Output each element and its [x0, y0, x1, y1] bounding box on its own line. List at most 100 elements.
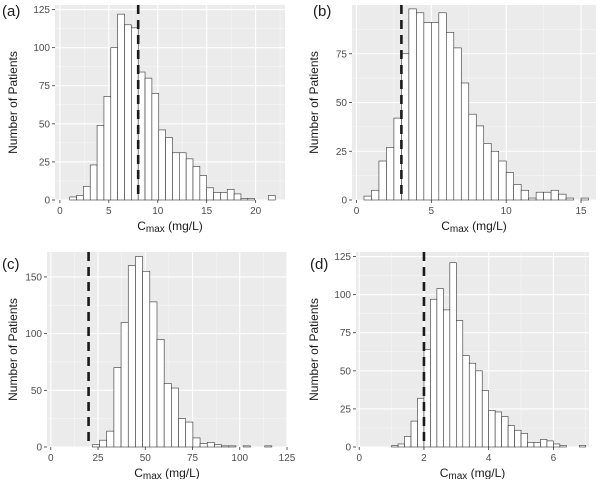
histogram-bar: [490, 150, 499, 201]
x-tick-label: 5: [429, 206, 435, 217]
panel-label-b: (b): [313, 3, 332, 20]
histogram-bar: [431, 22, 440, 201]
histogram-bar: [221, 445, 230, 448]
y-tick-label: 0: [345, 443, 351, 454]
x-axis-title-unit: (mg/L): [469, 219, 507, 233]
y-tick-label: 50: [340, 366, 352, 377]
histogram-bar: [185, 421, 194, 448]
histogram-bar: [505, 172, 514, 201]
histogram-bar: [543, 191, 552, 201]
histogram-bar: [96, 125, 105, 201]
x-axis-title-unit: (mg/L): [467, 466, 505, 479]
histogram-bar: [501, 416, 509, 448]
histogram-bar: [404, 436, 412, 448]
histogram-bar: [69, 196, 77, 201]
histogram-bar: [540, 439, 548, 448]
histogram-bars: [391, 262, 587, 448]
x-tick-label: 2: [421, 453, 427, 464]
x-axis-title-main: C: [137, 219, 146, 233]
x-tick-label: 75: [187, 453, 199, 464]
x-axis-title-subscript: max: [450, 224, 469, 235]
x-axis-title-main: C: [440, 466, 449, 479]
histogram-bar: [213, 192, 221, 201]
histogram-bar: [438, 12, 447, 201]
y-tick-label: 100: [334, 290, 351, 301]
histogram-bar: [242, 445, 251, 448]
histogram-bar: [453, 47, 462, 201]
histogram-bar: [127, 265, 136, 448]
x-tick-label: 25: [92, 453, 104, 464]
histogram-bar: [135, 256, 143, 448]
panel-b: (b) 0 5 10 15 0 25 50 75 Cmax (mg/L) Number of Pa…: [301, 0, 602, 240]
axes: 0 5 10 15 20 0 25 50 75 100 125: [33, 5, 261, 217]
histogram-bar: [192, 166, 201, 201]
x-tick-label: 125: [279, 453, 296, 464]
x-tick-label: 0: [354, 206, 360, 217]
x-tick-label: 15: [575, 206, 587, 217]
histogram-bar: [144, 77, 153, 201]
y-tick-label: 100: [25, 329, 42, 340]
y-tick-label: 25: [340, 404, 352, 415]
histogram-bar: [513, 184, 522, 201]
histogram-a: 0 5 10 15 20 0 25 50 75 100 125 Cmax (mg/L) Number o…: [6, 5, 285, 235]
histogram-bar: [378, 160, 387, 201]
histogram-bar: [89, 164, 98, 201]
histogram-bar: [106, 430, 115, 448]
histogram-bar: [240, 198, 249, 201]
histogram-bar: [408, 8, 417, 201]
histogram-c: 0 25 50 75 100 125 0 50 100 150 Cmax (mg/L) Number …: [6, 252, 296, 482]
x-axis-title-subscript: max: [146, 224, 165, 235]
histogram-bars: [69, 13, 276, 201]
y-tick-label: 100: [33, 43, 50, 54]
histogram-bar: [391, 445, 399, 448]
x-tick-label: 100: [231, 453, 248, 464]
histogram-bar: [520, 432, 528, 448]
histogram-b: 0 5 10 15 0 25 50 75 Cmax (mg/L) Number of Patien…: [307, 5, 596, 235]
x-tick-label: 5: [106, 206, 112, 217]
histogram-bar: [410, 420, 418, 448]
histogram-bar: [151, 93, 160, 201]
histogram-bar: [386, 147, 395, 201]
histogram-bar: [507, 425, 515, 448]
histogram-bar: [124, 24, 132, 201]
y-tick-label: 75: [340, 328, 352, 339]
y-axis-title: Number of Patients: [307, 51, 321, 154]
panel-label-c: (c): [2, 256, 20, 273]
histogram-bar: [92, 444, 100, 448]
x-tick-label: 0: [356, 453, 362, 464]
histogram-bars: [363, 8, 589, 201]
histogram-bar: [475, 125, 485, 201]
histogram-bar: [76, 195, 84, 201]
histogram-bar: [533, 442, 541, 448]
histogram-bar: [446, 31, 455, 201]
x-tick-label: 20: [250, 206, 262, 217]
histogram-bar: [462, 355, 470, 448]
histogram-bar: [363, 195, 372, 201]
y-axis-title: Number of Patients: [6, 298, 20, 401]
panel-c: (c) 0 25 50 75 100 125 0 50 100 150 Cmax (mg/L) Num…: [0, 240, 301, 482]
histogram-bar: [430, 298, 438, 448]
histogram-bar: [546, 440, 554, 448]
y-tick-label: 50: [31, 386, 43, 397]
histogram-bar: [565, 197, 574, 201]
x-axis-title-unit: (mg/L): [162, 466, 200, 479]
y-tick-label: 75: [336, 49, 348, 60]
histogram-bars: [92, 256, 273, 448]
y-tick-label: 50: [39, 119, 51, 130]
histogram-bar: [163, 383, 172, 448]
histogram-bar: [514, 429, 522, 448]
histogram-bar: [172, 152, 180, 201]
x-tick-label: 0: [48, 453, 54, 464]
histogram-bar: [580, 197, 589, 201]
histogram-bar: [423, 22, 432, 201]
histogram-bar: [553, 443, 561, 448]
gridlines: [55, 5, 285, 201]
histogram-bar: [228, 445, 237, 448]
histogram-bar: [558, 193, 567, 201]
histogram-bar: [120, 321, 129, 448]
histogram-bar: [117, 13, 125, 201]
y-tick-label: 50: [336, 98, 348, 109]
histogram-bar: [268, 195, 276, 201]
y-tick-label: 0: [341, 196, 347, 207]
histogram-bar: [83, 185, 91, 201]
